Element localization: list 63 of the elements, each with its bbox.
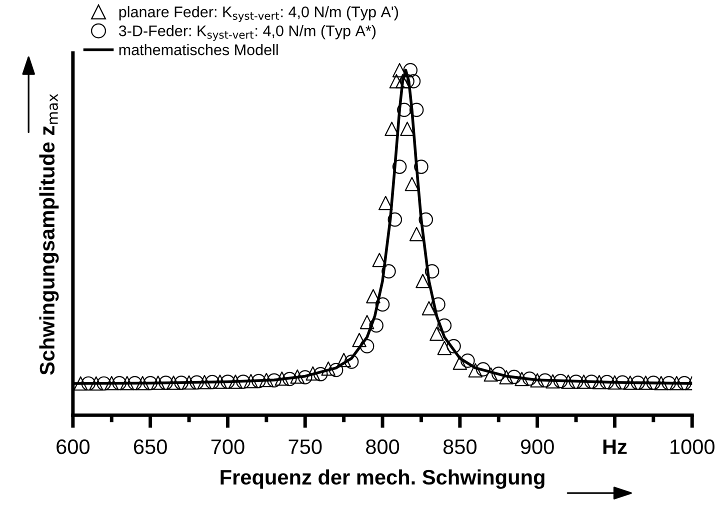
point bbox=[389, 74, 404, 88]
point bbox=[452, 356, 468, 370]
point bbox=[400, 122, 414, 136]
point bbox=[623, 376, 638, 390]
point bbox=[290, 369, 305, 384]
point bbox=[608, 375, 622, 390]
point bbox=[336, 352, 351, 368]
point bbox=[468, 363, 483, 378]
point bbox=[430, 326, 444, 341]
point bbox=[228, 374, 243, 389]
point bbox=[396, 74, 410, 88]
point bbox=[197, 374, 212, 390]
point bbox=[166, 376, 181, 390]
point bbox=[274, 371, 290, 386]
point bbox=[74, 376, 88, 391]
point bbox=[654, 376, 668, 390]
point bbox=[530, 373, 544, 388]
point bbox=[404, 176, 420, 192]
point bbox=[244, 374, 258, 388]
point bbox=[259, 372, 274, 388]
x-tick-label: 700 bbox=[211, 439, 244, 454]
legend-label: 3-D-Feder: K$_{syst-vert}$: 4,0 N/m (Typ A*) bbox=[118, 25, 376, 41]
x-tick-label: 800 bbox=[366, 439, 400, 454]
point bbox=[352, 332, 366, 348]
x-tick-label: 650 bbox=[134, 439, 167, 454]
point bbox=[212, 374, 228, 389]
point bbox=[321, 361, 336, 376]
point bbox=[366, 289, 380, 304]
point bbox=[514, 372, 529, 386]
x-tick-label: 1000 bbox=[670, 439, 714, 454]
point bbox=[669, 376, 684, 390]
x-tick-label: 900 bbox=[520, 439, 554, 454]
point bbox=[104, 376, 119, 390]
point bbox=[306, 366, 320, 381]
point bbox=[546, 374, 560, 389]
point bbox=[135, 376, 150, 390]
point bbox=[360, 314, 374, 330]
x-tick-label: Hz bbox=[603, 440, 627, 454]
point bbox=[484, 367, 498, 382]
point bbox=[499, 370, 514, 384]
point bbox=[372, 252, 387, 268]
point bbox=[392, 63, 407, 78]
point bbox=[416, 274, 430, 288]
point bbox=[638, 376, 653, 390]
legend-label: planare Feder: K$_{syst-vert}$: 4,0 N/m (Typ A') bbox=[119, 6, 398, 22]
point bbox=[89, 376, 104, 391]
point bbox=[576, 374, 591, 389]
point bbox=[182, 375, 196, 390]
x-tick-label: 850 bbox=[443, 439, 476, 454]
point bbox=[422, 301, 436, 316]
point bbox=[378, 196, 393, 210]
point bbox=[384, 122, 399, 136]
point bbox=[592, 374, 606, 390]
point bbox=[561, 374, 576, 389]
x-tick-label: 600 bbox=[56, 439, 90, 454]
point bbox=[437, 340, 452, 356]
point bbox=[409, 226, 424, 242]
x-tick-label: 750 bbox=[288, 439, 322, 454]
x-axis-title: Frequenz der mech. Schwingung bbox=[220, 469, 544, 489]
y-axis-title: Schwingungsamplitude z$_{max}$ bbox=[39, 94, 59, 375]
point bbox=[150, 376, 166, 390]
point bbox=[120, 376, 134, 390]
legend-label: mathematisches Modell bbox=[119, 44, 278, 56]
